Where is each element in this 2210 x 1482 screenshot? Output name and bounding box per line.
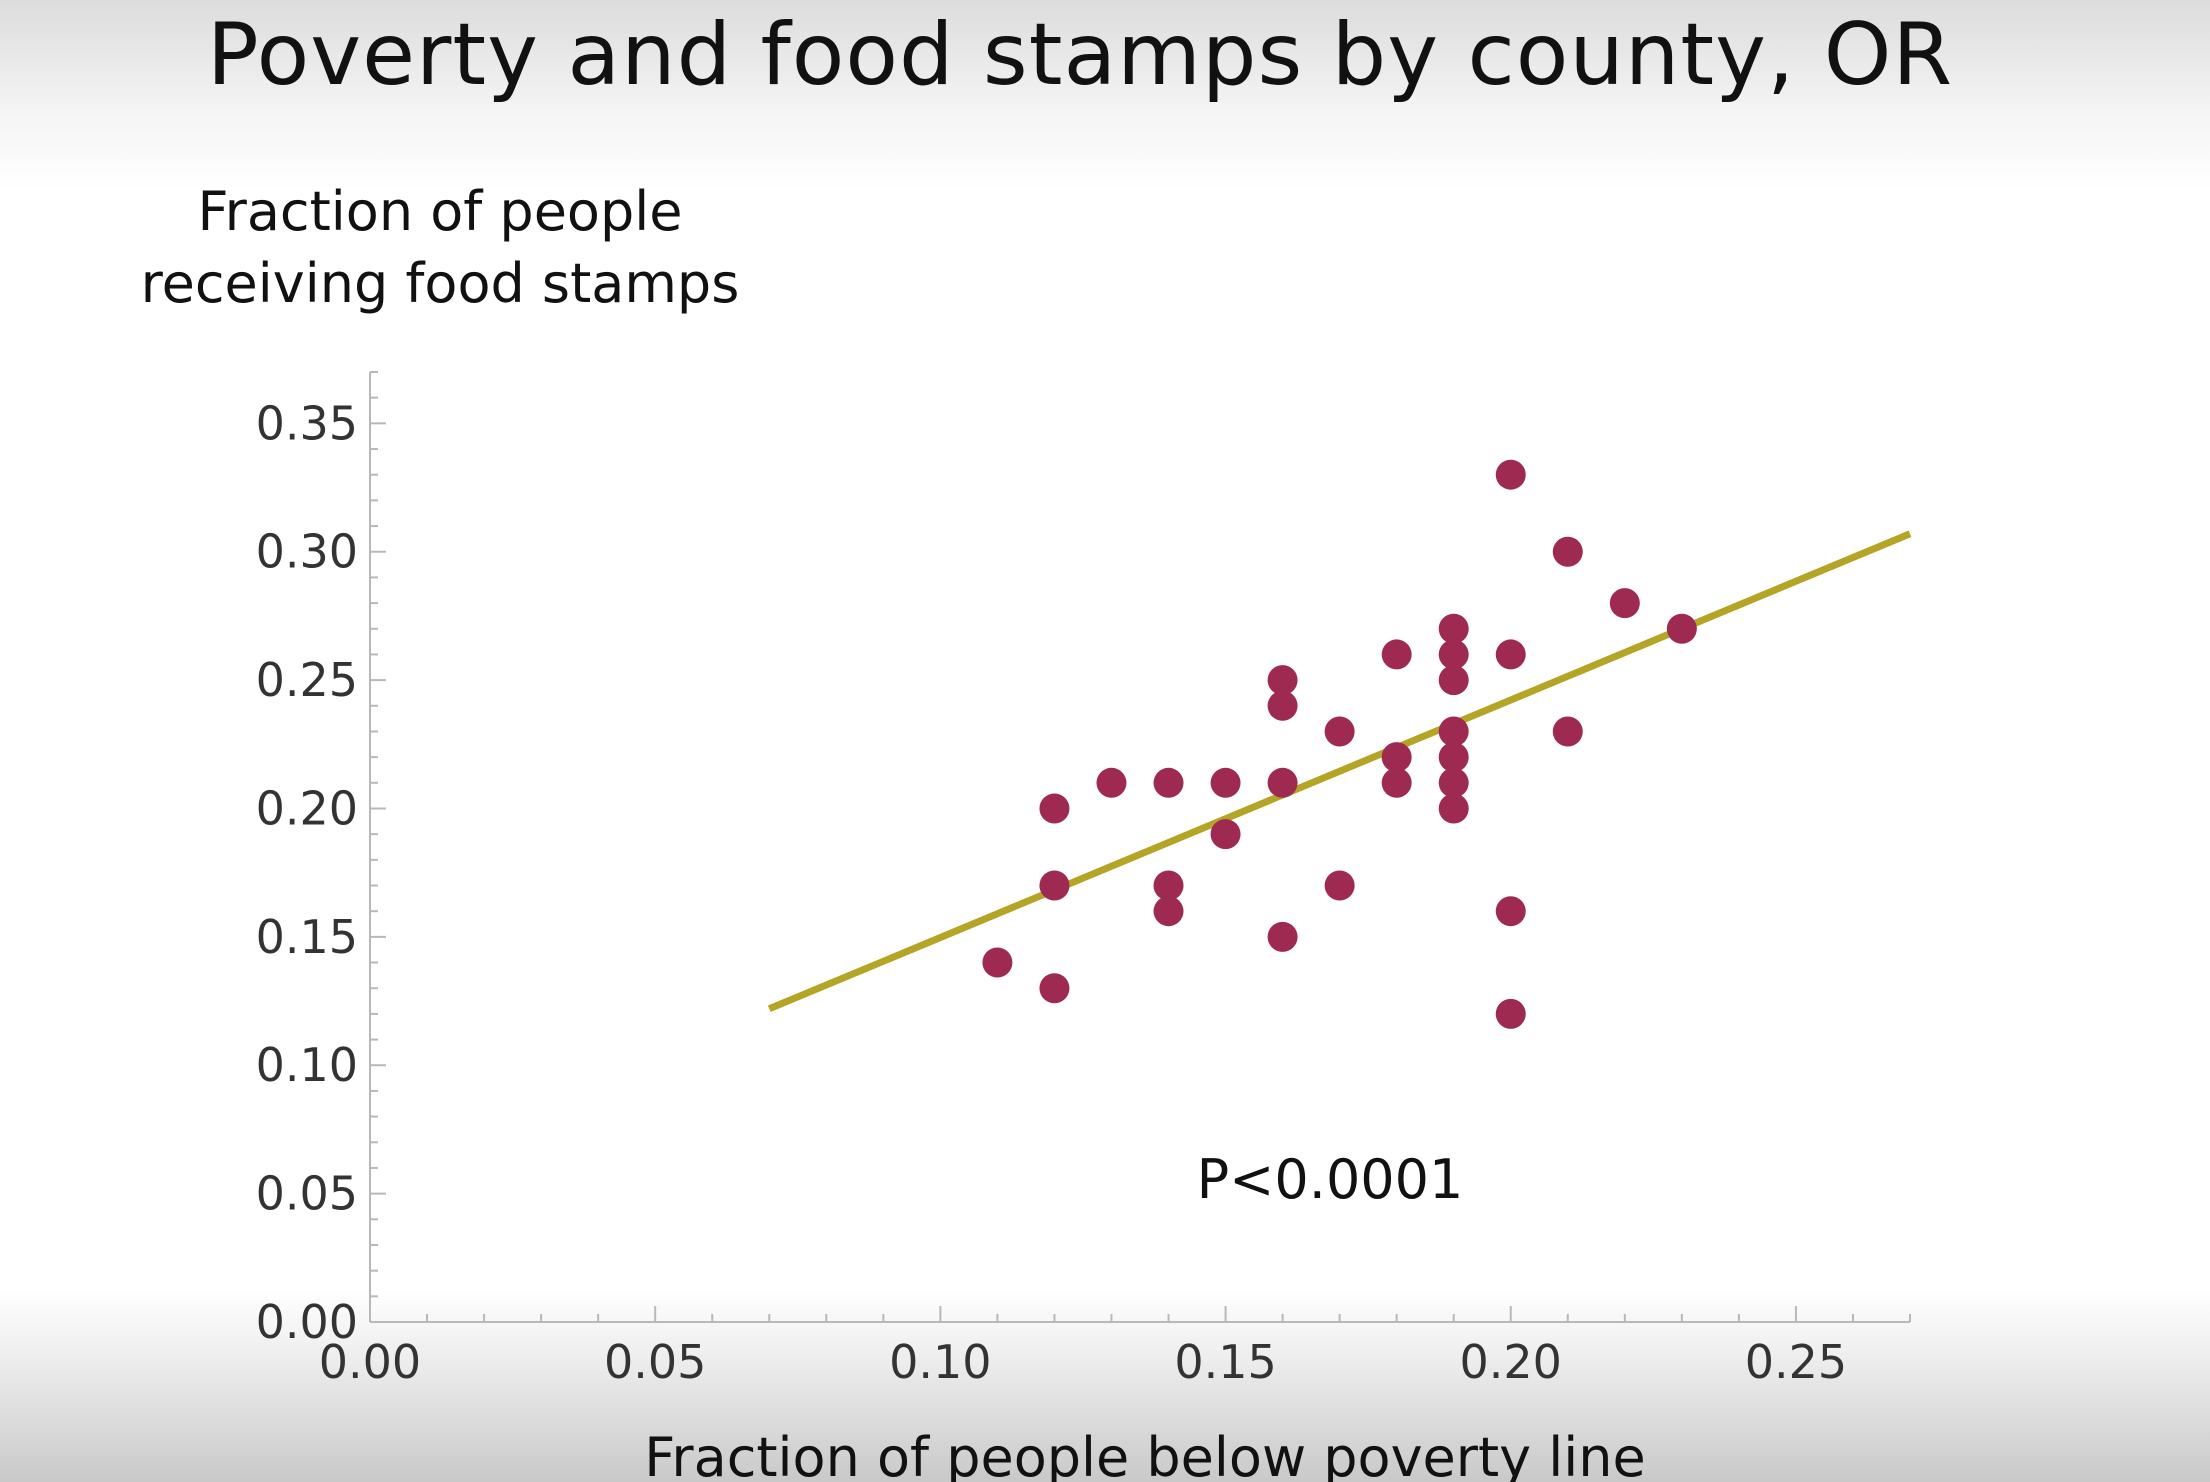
data-point	[1666, 613, 1697, 644]
x-tick-label: 0.20	[1460, 1335, 1562, 1389]
y-tick-label: 0.05	[256, 1167, 358, 1221]
data-point	[1153, 870, 1184, 901]
data-point	[982, 947, 1013, 978]
data-point	[1495, 639, 1526, 670]
x-axis-title: Fraction of people below poverty line	[644, 1426, 1645, 1482]
data-point	[1438, 665, 1469, 696]
data-point	[1495, 459, 1526, 490]
data-point	[1267, 690, 1298, 721]
data-point	[1153, 896, 1184, 927]
y-axis-label-line-1: Fraction of people	[197, 180, 683, 243]
axes: 0.00 0.05 0.10 0.15 0.20 0.25 0.30 0.35 0.00 0.05…	[256, 371, 1911, 1389]
data-point	[1609, 588, 1640, 619]
y-tick-label: 0.15	[256, 910, 358, 964]
page-title: Poverty and food stamps by county, OR	[206, 5, 1954, 105]
fit-line-group	[767, 530, 1912, 1012]
data-point	[1324, 716, 1355, 747]
data-point	[1438, 639, 1469, 670]
data-point	[1381, 639, 1412, 670]
data-point	[1381, 767, 1412, 798]
y-tick-label: 0.20	[256, 781, 358, 835]
data-point	[1552, 716, 1583, 747]
y-tick-label: 0.30	[256, 525, 358, 579]
data-point	[1267, 767, 1298, 798]
y-axis-label: Fraction of people receiving food stamps	[60, 176, 820, 320]
x-tick-label: 0.25	[1745, 1335, 1847, 1389]
data-points	[982, 459, 1697, 1029]
data-point	[1267, 921, 1298, 952]
y-tick-label: 0.25	[256, 653, 358, 707]
data-point	[1210, 819, 1241, 850]
data-point	[1381, 742, 1412, 773]
data-point	[1096, 767, 1127, 798]
data-point	[1039, 793, 1070, 824]
x-tick-label: 0.15	[1174, 1335, 1276, 1389]
y-tick-label: 0.10	[256, 1038, 358, 1092]
data-point	[1495, 998, 1526, 1029]
data-point	[1438, 742, 1469, 773]
p-value-annotation: P<0.0001	[1197, 1148, 1464, 1211]
y-tick-label: 0.00	[256, 1295, 358, 1349]
data-point	[1153, 767, 1184, 798]
data-point	[1438, 613, 1469, 644]
data-point	[1495, 896, 1526, 927]
data-point	[1324, 870, 1355, 901]
x-tick-label: 0.10	[889, 1335, 991, 1389]
data-point	[1039, 870, 1070, 901]
data-point	[1039, 973, 1070, 1004]
data-point	[1438, 793, 1469, 824]
data-point	[1267, 665, 1298, 696]
y-tick-label: 0.35	[256, 396, 358, 450]
data-point	[1210, 767, 1241, 798]
x-tick-label: 0.00	[319, 1335, 421, 1389]
y-axis-label-line-2: receiving food stamps	[140, 252, 740, 315]
data-point	[1552, 536, 1583, 567]
x-tick-label: 0.05	[604, 1335, 706, 1389]
data-point	[1438, 716, 1469, 747]
regression-line	[767, 530, 1912, 1012]
data-point	[1438, 767, 1469, 798]
